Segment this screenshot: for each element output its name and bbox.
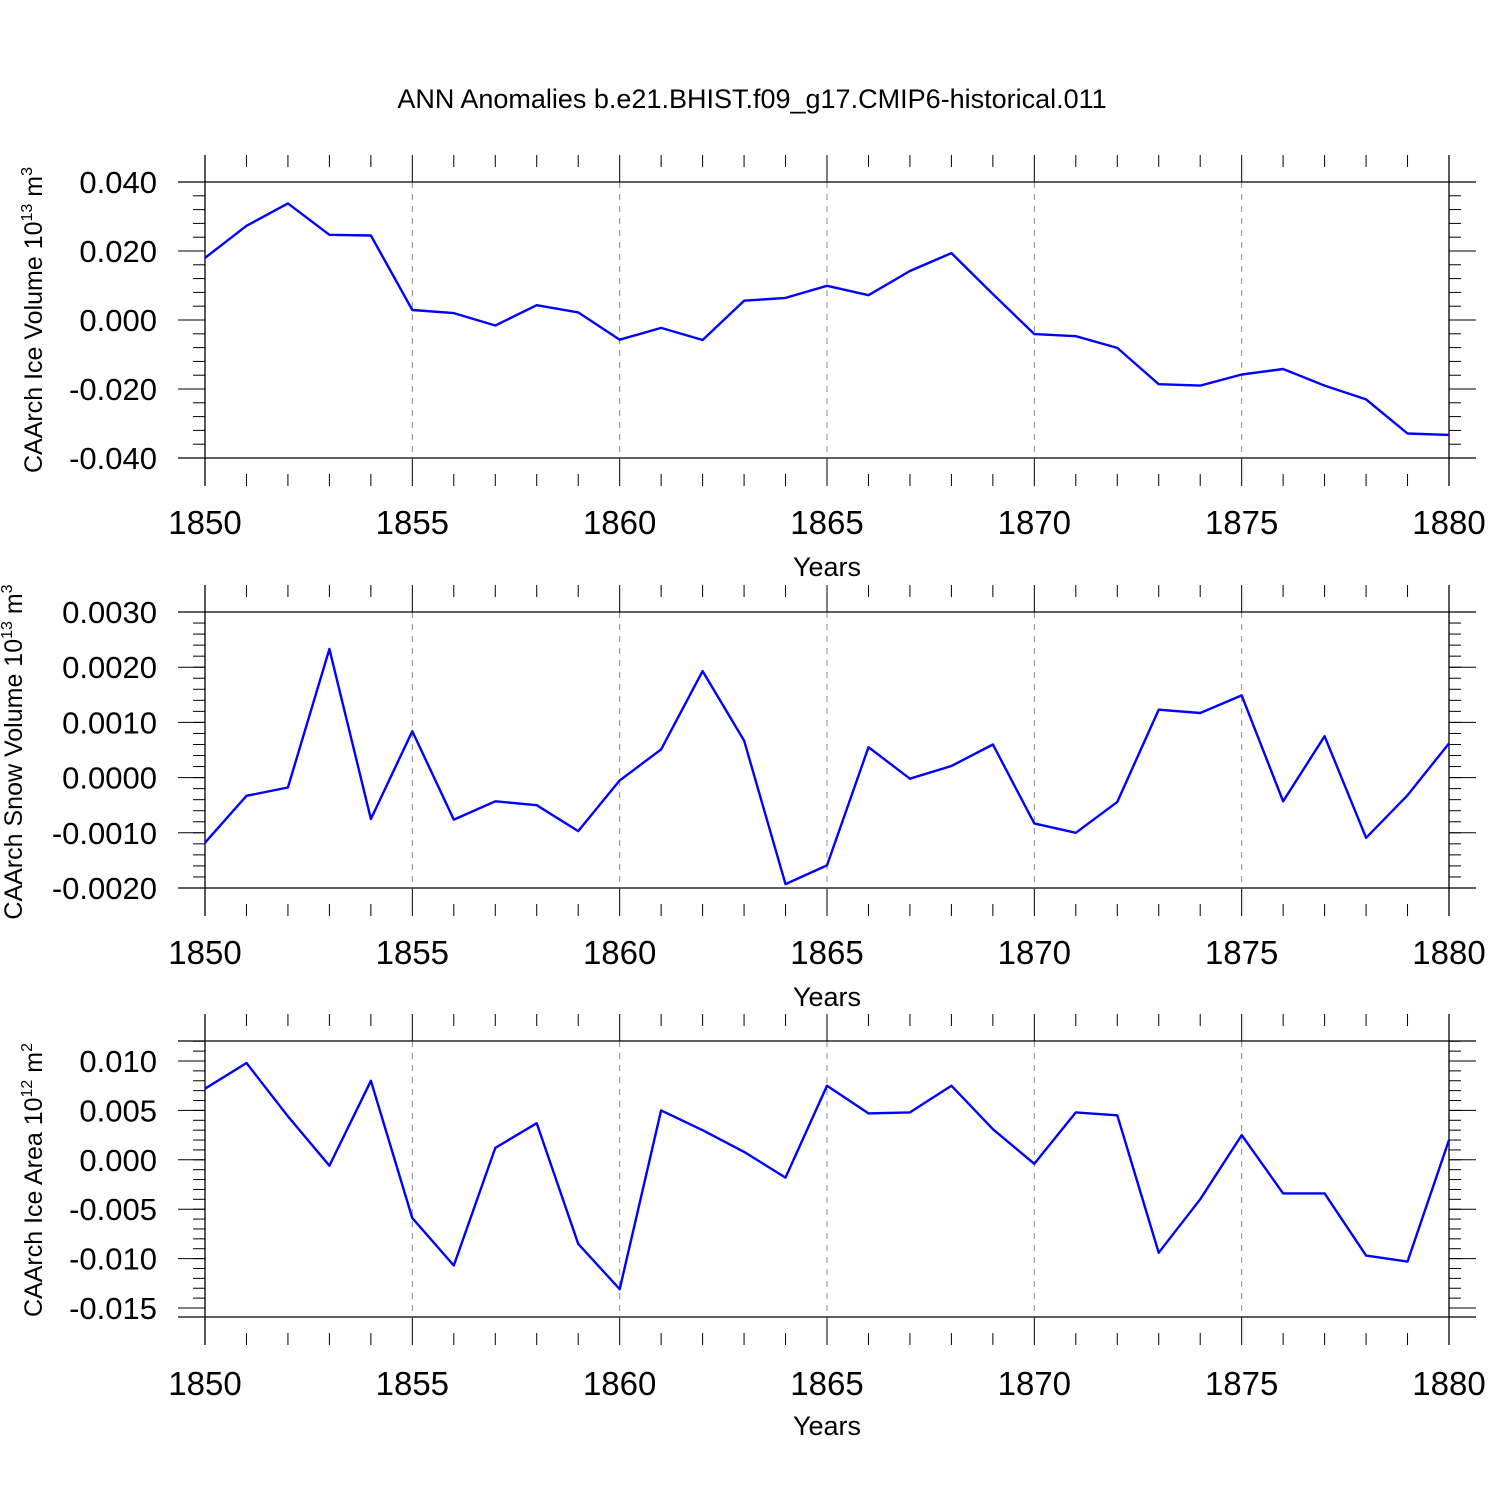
y-tick-label: 0.0020 xyxy=(62,650,157,685)
y-tick-label: -0.020 xyxy=(69,372,157,407)
y-tick-label: 0.0000 xyxy=(62,761,157,796)
x-tick-label: 1860 xyxy=(583,504,656,541)
chart-title: ANN Anomalies b.e21.BHIST.f09_g17.CMIP6-… xyxy=(397,84,1106,114)
x-tick-label: 1865 xyxy=(790,1365,863,1402)
y-axis-label-part: CAArch Ice Area 10 xyxy=(20,1097,48,1317)
x-tick-label: 1870 xyxy=(998,504,1071,541)
x-tick-label: 1855 xyxy=(376,1365,449,1402)
x-tick-label: 1870 xyxy=(998,934,1071,971)
y-tick-label: 0.005 xyxy=(79,1093,157,1128)
y-axis-label-part: m xyxy=(20,1052,48,1080)
y-tick-label: -0.040 xyxy=(69,441,157,476)
x-tick-label: 1875 xyxy=(1205,504,1278,541)
x-tick-label: 1875 xyxy=(1205,1365,1278,1402)
y-tick-label: 0.040 xyxy=(79,165,157,200)
y-tick-label: -0.0020 xyxy=(52,871,157,906)
y-axis-label-exponent: 13 xyxy=(0,621,16,639)
y-axis-label-part: CAArch Snow Volume 10 xyxy=(0,639,28,920)
x-tick-label: 1870 xyxy=(998,1365,1071,1402)
y-axis-label: CAArch Snow Volume 1013 m3 xyxy=(0,584,28,919)
y-axis-label: CAArch Ice Volume 1013 m3 xyxy=(19,167,48,473)
y-tick-label: 0.000 xyxy=(79,1143,157,1178)
x-tick-label: 1855 xyxy=(376,504,449,541)
x-tick-label: 1865 xyxy=(790,934,863,971)
y-tick-label: -0.005 xyxy=(69,1192,157,1227)
x-axis-label: Years xyxy=(793,1411,861,1441)
y-axis-label-exponent: 3 xyxy=(0,584,16,593)
series-line xyxy=(204,647,1450,886)
y-axis-label-part: m xyxy=(0,593,28,621)
chart-panel-2: 1850 1855 1860 1865 1870 1875 1880 -0.0020 -0.00… xyxy=(0,584,1486,1012)
x-axis-label: Years xyxy=(793,982,861,1012)
x-tick-label: 1880 xyxy=(1412,504,1485,541)
x-tick-label: 1880 xyxy=(1412,934,1485,971)
y-axis-label-exponent: 3 xyxy=(19,167,36,176)
x-tick-label: 1850 xyxy=(168,1365,241,1402)
y-axis-label-exponent: 13 xyxy=(19,204,36,222)
y-tick-label: 0.0010 xyxy=(62,705,157,740)
x-tick-label: 1880 xyxy=(1412,1365,1485,1402)
x-tick-label: 1875 xyxy=(1205,934,1278,971)
y-axis-label-exponent: 12 xyxy=(19,1080,36,1098)
y-axis-label-part: m xyxy=(20,176,48,204)
y-tick-label: 0.000 xyxy=(79,303,157,338)
y-axis-label-part: CAArch Ice Volume 10 xyxy=(20,221,48,473)
x-axis-label: Years xyxy=(793,552,861,582)
x-tick-label: 1850 xyxy=(168,504,241,541)
x-tick-label: 1860 xyxy=(583,1365,656,1402)
series-line xyxy=(204,202,1450,437)
y-tick-label: 0.0030 xyxy=(62,595,157,630)
y-tick-label: -0.010 xyxy=(69,1242,157,1277)
x-tick-label: 1855 xyxy=(376,934,449,971)
chart-panel-1: 1850 1855 1860 1865 1870 1875 1880 -0.040 -0.020… xyxy=(19,155,1486,582)
y-tick-label: 0.020 xyxy=(79,234,157,269)
y-tick-label: -0.0010 xyxy=(52,816,157,851)
y-axis-label-exponent: 2 xyxy=(19,1043,36,1052)
x-tick-label: 1850 xyxy=(168,934,241,971)
x-tick-label: 1860 xyxy=(583,934,656,971)
chart-panel-3: 1850 1855 1860 1865 1870 1875 1880 -0.015 -0.010… xyxy=(19,1014,1486,1441)
series-line xyxy=(204,1061,1451,1291)
y-axis-label: CAArch Ice Area 1012 m2 xyxy=(19,1043,48,1317)
y-tick-label: 0.010 xyxy=(79,1044,157,1079)
x-tick-label: 1865 xyxy=(790,504,863,541)
y-tick-label: -0.015 xyxy=(69,1291,157,1326)
